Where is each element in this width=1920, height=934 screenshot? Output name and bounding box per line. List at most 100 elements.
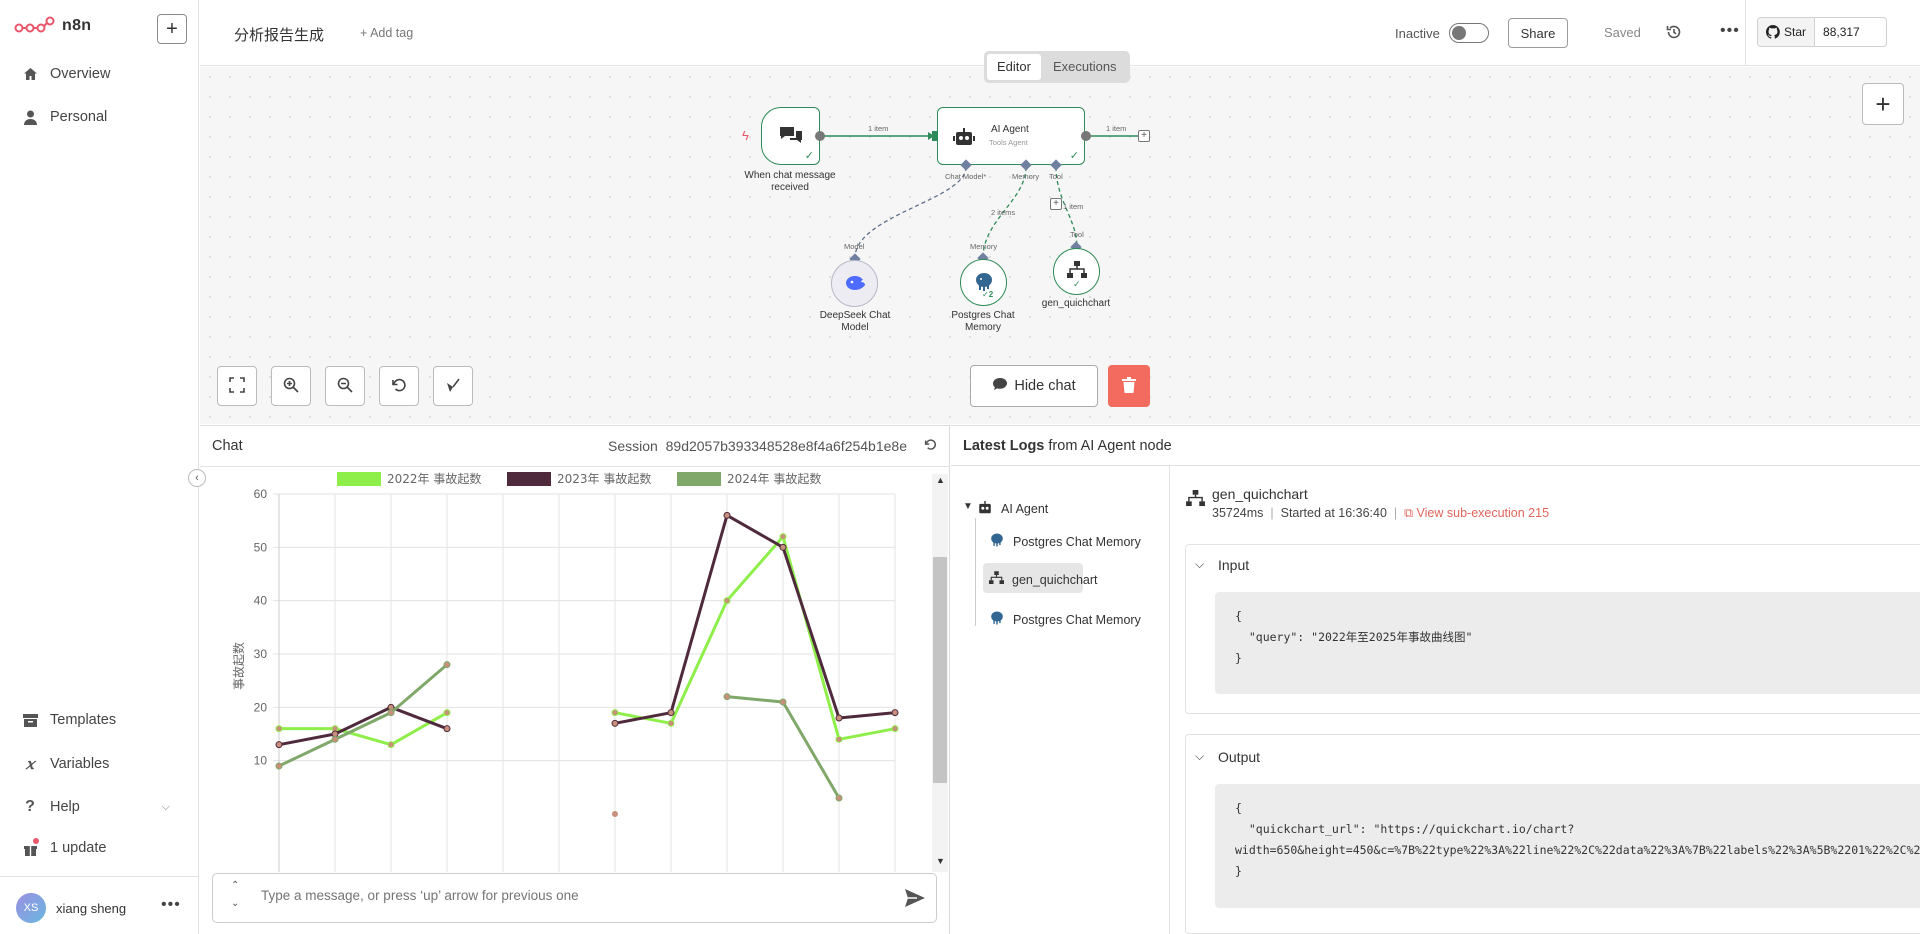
tree-item-label: Postgres Chat Memory <box>1013 534 1141 549</box>
add-node-button[interactable]: + <box>1862 83 1904 125</box>
saved-status: Saved <box>1604 25 1641 40</box>
zoom-out-button[interactable] <box>325 366 365 406</box>
data-point <box>387 741 395 749</box>
port-label-memory-in: Memory <box>970 242 998 251</box>
tree-item-ai-agent[interactable]: AI Agent <box>977 501 1048 517</box>
chevron-down-icon[interactable]: ⌵ <box>1195 557 1205 571</box>
node-gen-quickchart[interactable]: ✓ <box>1053 248 1100 295</box>
y-tick-label: 60 <box>254 487 268 501</box>
input-section-title[interactable]: Input <box>1218 557 1250 573</box>
delete-button[interactable] <box>1108 365 1150 407</box>
zoom-to-fit-button[interactable] <box>217 366 257 406</box>
hide-chat-button[interactable]: Hide chat <box>970 365 1098 407</box>
tree-item-postgres-1[interactable]: Postgres Chat Memory <box>989 532 1141 551</box>
node-deepseek[interactable] <box>831 260 878 307</box>
tree-item-postgres-2[interactable]: Postgres Chat Memory <box>989 610 1141 629</box>
y-tick-label: 20 <box>254 700 268 714</box>
zoom-in-button[interactable] <box>271 366 311 406</box>
add-tag-link[interactable]: + Add tag <box>360 26 414 40</box>
y-tick-label: 40 <box>254 594 268 608</box>
chevron-down-icon[interactable]: ⌵ <box>1195 749 1205 763</box>
output-port[interactable] <box>815 131 825 141</box>
header-divider <box>1745 0 1746 66</box>
postgres-elephant-icon <box>976 273 992 291</box>
input-port[interactable] <box>932 131 938 141</box>
nav-help[interactable]: ? Help ⌵ <box>22 798 170 816</box>
zoom-in-icon <box>283 377 299 396</box>
chat-scrollbar-thumb[interactable] <box>933 557 947 783</box>
sub-execution-link[interactable]: ⧉ View sub-execution 215 <box>1404 506 1550 520</box>
edge-label-memory: 2 items <box>991 208 1016 217</box>
check-icon: ✓ <box>1069 150 1079 162</box>
add-workflow-button[interactable]: + <box>157 14 187 44</box>
check-icon: ✓ <box>804 150 814 162</box>
user-menu-icon[interactable]: ••• <box>161 896 181 913</box>
port-label-model-in: Model <box>844 242 865 251</box>
connection-memory <box>982 166 1027 259</box>
nav-help-label: Help <box>50 799 80 815</box>
data-point <box>275 741 283 749</box>
legend-label: 2022年 事故起数 <box>387 471 481 486</box>
nav-variables[interactable]: 𝑥 Variables <box>22 755 110 773</box>
github-star-label: Star <box>1784 25 1807 39</box>
output-section-title[interactable]: Output <box>1218 749 1261 765</box>
chat-messages[interactable]: 10 20 30 40 50 60 事故起数 2022年 事故起数 2023年 事故起数 2024… <box>205 468 930 872</box>
output-port[interactable] <box>1081 131 1091 141</box>
active-toggle[interactable] <box>1449 23 1489 43</box>
github-star-widget[interactable]: Star 88,317 <box>1757 17 1887 47</box>
output-json: { "quickchart_url": "https://quickchart.… <box>1215 784 1920 908</box>
github-star-button[interactable]: Star <box>1758 18 1816 46</box>
refresh-session-icon[interactable] <box>924 438 937 454</box>
port-label-memory: Memory <box>1012 172 1040 181</box>
reset-zoom-button[interactable] <box>379 366 419 406</box>
port-label-chat-model: Chat Model* <box>945 172 987 181</box>
data-point <box>612 811 618 817</box>
node-postgres-memory[interactable]: ✓2 <box>960 259 1007 306</box>
history-down-icon[interactable]: ⌄ <box>231 898 240 909</box>
scroll-down-icon[interactable]: ▼ <box>936 856 945 866</box>
nav-templates[interactable]: Templates <box>22 712 116 728</box>
scroll-up-icon[interactable]: ▲ <box>936 475 945 485</box>
tree-item-gen-quichchart[interactable]: gen_quichchart <box>989 571 1097 588</box>
tidy-up-button[interactable] <box>433 366 473 406</box>
data-point <box>331 735 339 743</box>
user-icon <box>22 110 38 125</box>
add-output-icon[interactable]: + <box>1138 130 1150 142</box>
send-icon[interactable] <box>904 888 926 911</box>
node-ai-agent[interactable]: AI Agent Tools Agent ✓ <box>937 107 1085 165</box>
tree-collapse-icon[interactable]: ▼ <box>963 501 973 512</box>
share-button[interactable]: Share <box>1508 18 1568 48</box>
nav-update[interactable]: 1 update <box>22 837 106 856</box>
history-icon[interactable] <box>1666 24 1682 43</box>
chat-message-input[interactable] <box>261 888 861 903</box>
n8n-logo[interactable]: n8n <box>14 16 91 36</box>
avatar: XS <box>16 893 46 923</box>
legend-label: 2023年 事故起数 <box>557 471 651 486</box>
add-tool-icon[interactable]: + <box>1050 198 1062 210</box>
legend-swatch <box>507 472 551 486</box>
logs-header: Latest Logs from AI Agent node <box>951 426 1920 466</box>
more-options-icon[interactable]: ••• <box>1720 22 1740 39</box>
history-up-icon[interactable]: ⌃ <box>231 880 240 891</box>
detail-meta: 35724ms | Started at 16:36:40 | ⧉ View s… <box>1212 506 1550 520</box>
tab-editor[interactable]: Editor <box>987 54 1041 80</box>
connection-model <box>854 166 967 259</box>
github-star-count[interactable]: 88,317 <box>1823 25 1860 39</box>
undo-icon <box>391 377 407 396</box>
node-postgres-label: Postgres Chat Memory <box>951 310 1015 333</box>
logs-title: Latest Logs from AI Agent node <box>963 438 1172 454</box>
logs-panel: Latest Logs from AI Agent node ▼ AI Agen… <box>951 425 1920 934</box>
robot-icon <box>977 501 993 517</box>
node-chat-trigger[interactable]: ✓ <box>761 107 820 165</box>
workflow-title[interactable]: 分析报告生成 <box>234 27 325 44</box>
tab-executions[interactable]: Executions <box>1052 59 1117 74</box>
data-point <box>891 709 899 717</box>
series-line <box>278 705 448 747</box>
data-point <box>723 693 731 701</box>
user-row[interactable]: XS xiang sheng <box>16 893 126 923</box>
collapse-chat-button[interactable]: ‹ <box>188 469 206 487</box>
session-id[interactable]: 89d2057b393348528e8f4a6f254b1e8e <box>665 438 907 454</box>
nav-personal[interactable]: Personal <box>22 109 107 125</box>
detail-duration: 35724ms <box>1212 506 1264 520</box>
nav-overview[interactable]: Overview <box>22 66 110 82</box>
